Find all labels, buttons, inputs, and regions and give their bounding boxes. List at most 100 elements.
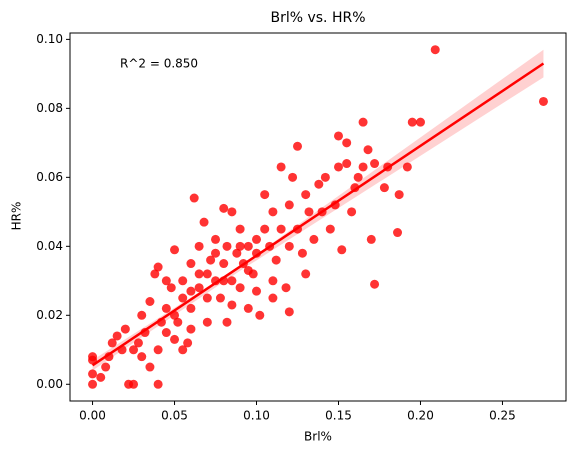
scatter-point — [268, 207, 278, 217]
y-tick-label: 0.00 — [36, 377, 63, 391]
scatter-point — [170, 334, 180, 344]
scatter-point — [255, 310, 265, 320]
scatter-point — [120, 324, 130, 334]
scatter-point — [153, 379, 163, 389]
x-tick-label: 0.20 — [407, 409, 434, 423]
scatter-point — [333, 162, 343, 172]
scatter-point — [337, 245, 347, 255]
y-tick-label: 0.08 — [36, 101, 63, 115]
scatter-point — [227, 207, 237, 217]
scatter-point — [194, 269, 204, 279]
scatter-point — [186, 303, 196, 313]
scatter-point — [268, 293, 278, 303]
regression-line — [91, 62, 545, 367]
scatter-point — [137, 352, 147, 362]
scatter-point — [161, 328, 171, 338]
scatter-point — [133, 338, 143, 348]
scatter-point — [301, 190, 311, 200]
scatter-point — [394, 190, 404, 200]
scatter-point — [353, 172, 363, 182]
scatter-point — [96, 372, 106, 382]
scatter-point — [260, 224, 270, 234]
scatter-point — [243, 265, 253, 275]
scatter-point — [347, 207, 357, 217]
scatter-point — [178, 276, 188, 286]
scatter-point — [129, 379, 139, 389]
y-tick-label: 0.06 — [36, 170, 63, 184]
scatter-point — [284, 241, 294, 251]
scatter-point — [227, 276, 237, 286]
scatter-point — [370, 159, 380, 169]
scatter-point — [379, 183, 389, 193]
scatter-point — [88, 369, 98, 379]
scatter-point — [407, 117, 417, 127]
scatter-point — [186, 286, 196, 296]
scatter-point — [284, 200, 294, 210]
scatter-point — [170, 245, 180, 255]
scatter-point — [166, 283, 176, 293]
scatter-point — [243, 241, 253, 251]
scatter-point — [173, 317, 183, 327]
scatter-point — [194, 241, 204, 251]
scatter-point — [211, 234, 221, 244]
scatter-point — [538, 96, 548, 106]
scatter-point — [178, 345, 188, 355]
scatter-point — [260, 190, 270, 200]
scatter-point — [186, 324, 196, 334]
scatter-point — [219, 203, 229, 213]
scatter-point — [276, 162, 286, 172]
scatter-point — [88, 352, 98, 362]
scatter-point — [161, 276, 171, 286]
scatter-point — [358, 117, 368, 127]
scatter-point — [145, 296, 155, 306]
scatter-point — [161, 303, 171, 313]
x-tick-label: 0.15 — [325, 409, 352, 423]
scatter-point — [189, 193, 199, 203]
scatter-point — [276, 224, 286, 234]
scatter-point — [415, 117, 425, 127]
scatter-point — [129, 345, 139, 355]
x-tick-label: 0.00 — [79, 409, 106, 423]
scatter-point — [293, 141, 303, 151]
scatter-point — [145, 362, 155, 372]
scatter-point — [363, 145, 373, 155]
x-tick-label: 0.25 — [489, 409, 516, 423]
scatter-point — [137, 310, 147, 320]
scatter-point — [222, 317, 232, 327]
scatter-point — [325, 224, 335, 234]
scatter-point — [153, 345, 163, 355]
scatter-point — [107, 338, 117, 348]
scatter-point — [202, 293, 212, 303]
y-tick-label: 0.02 — [36, 308, 63, 322]
scatter-point — [243, 303, 253, 313]
x-axis-label: Brl% — [304, 430, 332, 444]
scatter-point — [304, 207, 314, 217]
scatter-point — [206, 255, 216, 265]
scatter-point — [202, 269, 212, 279]
scatter-point — [101, 362, 111, 372]
scatter-point — [222, 241, 232, 251]
scatter-point — [186, 259, 196, 269]
scatter-point — [342, 159, 352, 169]
scatter-point — [88, 379, 98, 389]
scatter-point — [268, 276, 278, 286]
scatter-point — [284, 307, 294, 317]
x-tick-label: 0.05 — [161, 409, 188, 423]
y-axis-label: HR% — [10, 202, 24, 231]
scatter-point — [252, 286, 262, 296]
scatter-point — [194, 283, 204, 293]
scatter-point — [112, 331, 122, 341]
plot-frame — [69, 32, 567, 402]
x-tick-label: 0.10 — [243, 409, 270, 423]
scatter-point — [314, 179, 324, 189]
scatter-point — [370, 279, 380, 289]
y-tick-label: 0.10 — [36, 32, 63, 46]
scatter-point — [271, 255, 281, 265]
scatter-point — [358, 162, 368, 172]
scatter-point — [232, 248, 242, 258]
scatter-point — [219, 259, 229, 269]
annotation: R^2 = 0.850 — [120, 57, 198, 71]
scatter-point — [342, 138, 352, 148]
scatter-point — [430, 45, 440, 55]
